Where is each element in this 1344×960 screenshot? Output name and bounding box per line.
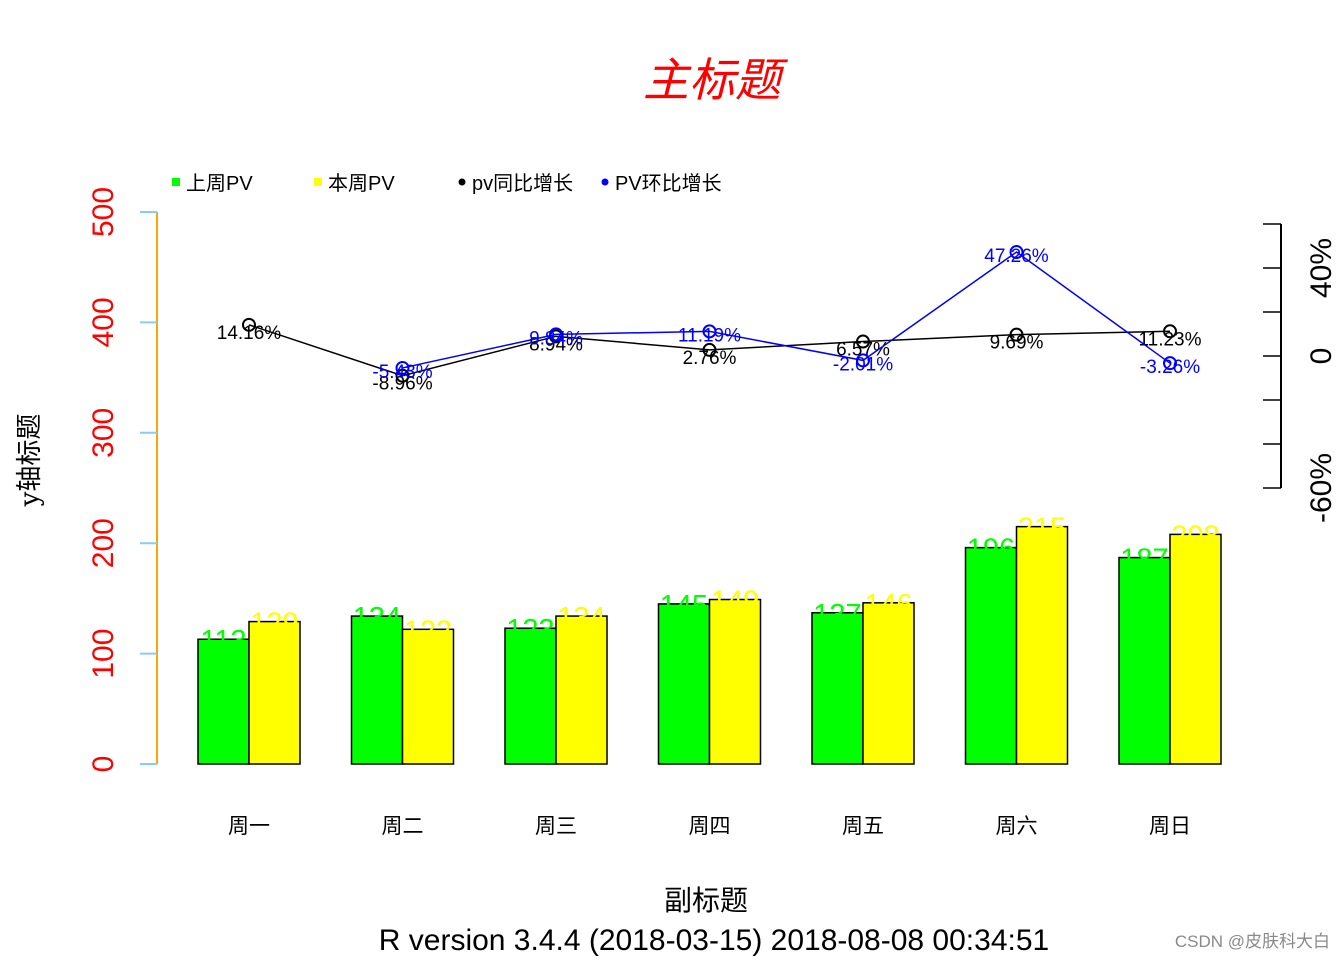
legend-swatch <box>314 178 322 186</box>
y-tick-label: 0 <box>87 756 120 773</box>
bar-value-label: 129 <box>250 608 298 640</box>
y-axis-label: y轴标题 <box>15 414 45 508</box>
bar-value-label: 113 <box>200 625 246 657</box>
x-tick-labels: 周一 周二 周三 周四 周五 周六 周日 <box>228 814 1191 838</box>
x-tick-label: 周六 <box>996 814 1038 838</box>
bar <box>248 620 301 765</box>
x-tick-label: 周二 <box>382 814 424 838</box>
line-value-label: 9.69% <box>990 333 1044 354</box>
watermark: CSDN @皮肤科大白 <box>1174 932 1330 951</box>
secondary-y-tick-label: 40% <box>1305 238 1338 298</box>
line-point <box>242 317 256 332</box>
x-tick-label: 周五 <box>842 814 884 838</box>
x-tick-label: 周三 <box>535 814 577 838</box>
y-tick-label: 200 <box>87 518 120 568</box>
line-value-label: 9.84% <box>529 328 583 349</box>
line-value-label: 11.19% <box>678 325 741 346</box>
chart-caption: R version 3.4.4 (2018-03-15) 2018-08-08 … <box>379 924 1049 957</box>
bar-value-label: 187 <box>1120 544 1168 576</box>
line-point <box>395 360 410 375</box>
legend: 上周PV 本周PV pv同比增长 PV环比增长 <box>172 172 722 195</box>
legend-swatch <box>601 178 609 186</box>
bar-value-label: 137 <box>813 599 861 631</box>
bar <box>862 602 915 765</box>
legend-entry-label: pv同比增长 <box>472 172 573 195</box>
bar <box>657 603 711 765</box>
line-point <box>856 353 870 368</box>
line-point <box>395 368 410 383</box>
bar-value-label: 149 <box>711 586 759 618</box>
bar <box>1169 533 1222 765</box>
bar <box>964 546 1018 765</box>
y-tick-label: 300 <box>87 408 120 458</box>
secondary-y-tick-label: -60% <box>1305 453 1338 523</box>
line-point <box>1009 245 1024 260</box>
line-value-label: -8.96% <box>372 374 432 395</box>
x-tick-label: 周一 <box>228 814 270 838</box>
line-value-label: -3.26% <box>1140 357 1200 378</box>
bar-value-label: 145 <box>660 590 708 622</box>
bar <box>1015 525 1069 765</box>
line-value-label: 2.76% <box>683 348 737 369</box>
bar-value-label: 146 <box>864 589 912 621</box>
line-value-label: 8.94% <box>529 334 583 355</box>
bar-series-group <box>197 525 1222 765</box>
line-point <box>1163 356 1177 371</box>
bar <box>811 612 864 765</box>
line-point <box>702 324 717 339</box>
secondary-y-tick-label: 0 <box>1305 348 1338 365</box>
line-value-label: -5.43% <box>372 362 432 383</box>
line-series-group: 14.16% -8.96% 8.94% 2.76% 6.57% 9.69% 11.23% -5… <box>217 245 1202 395</box>
bar-value-label: 122 <box>404 615 452 647</box>
line-point <box>1163 324 1177 339</box>
secondary-y-axis: 40% 0 -60% <box>1263 223 1338 523</box>
legend-swatch <box>458 178 466 186</box>
x-tick-label: 周四 <box>689 814 731 838</box>
chart-title: 主标题 <box>643 53 789 107</box>
bar-value-label: 134 <box>557 602 605 634</box>
y-tick-label: 400 <box>87 297 120 347</box>
line-point <box>1009 327 1024 342</box>
line-point <box>856 334 870 349</box>
y-tick-label: 100 <box>87 629 120 679</box>
bar-value-label: 134 <box>353 602 401 634</box>
line-point <box>702 342 717 357</box>
bar-value-label: 123 <box>506 614 554 646</box>
line-value-label: 11.23% <box>1138 329 1201 350</box>
bar-value-label: 208 <box>1171 520 1219 552</box>
bar <box>504 627 557 765</box>
legend-entry-label: PV环比增长 <box>615 172 722 195</box>
bar <box>708 598 762 765</box>
bar-value-label: 215 <box>1018 513 1066 545</box>
y-tick-label: 500 <box>87 187 120 237</box>
y-axis: 0 100 200 300 400 500 <box>87 187 158 773</box>
bar-value-label: 196 <box>967 534 1015 566</box>
line-series <box>248 324 1171 377</box>
line-point <box>549 327 563 342</box>
bar <box>555 615 608 765</box>
chart-subtitle: 副标题 <box>664 884 748 917</box>
bar <box>197 638 250 765</box>
line-value-label: 14.16% <box>217 323 282 344</box>
line-value-label: 6.57% <box>836 340 890 361</box>
bar <box>401 628 455 765</box>
bar <box>1118 556 1171 765</box>
line-value-label: -2.01% <box>833 354 893 375</box>
legend-entry-label: 上周PV <box>186 172 253 195</box>
legend-entry-label: 本周PV <box>328 172 395 195</box>
line-value-label: 47.26% <box>984 246 1049 267</box>
x-tick-label: 周日 <box>1149 814 1191 838</box>
bar <box>350 615 404 765</box>
legend-swatch <box>172 178 180 186</box>
line-series <box>402 251 1171 369</box>
